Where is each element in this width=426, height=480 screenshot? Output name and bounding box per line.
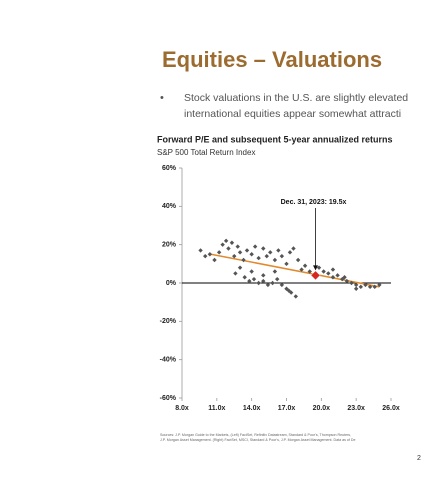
scatter-point: [335, 273, 340, 278]
y-tick-label: -60%: [160, 395, 177, 402]
scatter-point: [276, 248, 281, 253]
scatter-point: [353, 282, 359, 288]
scatter-point: [299, 267, 304, 272]
scatter-point: [353, 286, 359, 291]
arrow-head: [313, 265, 319, 271]
scatter-point: [295, 257, 301, 263]
current-point: [310, 270, 321, 281]
y-tick-label: 40%: [162, 203, 177, 210]
scatter-point: [229, 240, 235, 245]
scatter-point: [377, 282, 382, 288]
scatter-point: [247, 278, 252, 284]
x-tick-label: 23.0x: [347, 405, 365, 412]
scatter-point: [235, 244, 240, 249]
bullet-text: international equities appear somewhat a…: [184, 108, 401, 120]
scatter-point: [261, 273, 266, 278]
scatter-point: [256, 280, 261, 286]
x-tick-label: 14.0x: [243, 405, 261, 412]
scatter-point: [272, 257, 278, 263]
bullet-dot: •: [160, 92, 164, 104]
page-number: 2: [417, 455, 421, 462]
scatter-point: [233, 271, 238, 276]
scatter-point: [256, 255, 261, 261]
scatter-point: [198, 248, 203, 253]
scatter-point: [237, 265, 243, 270]
chart-title: Forward P/E and subsequent 5-year annual…: [157, 134, 393, 144]
scatter-point: [220, 242, 225, 247]
x-tick-label: 11.0x: [208, 405, 225, 412]
scatter-point: [293, 294, 298, 299]
y-tick-label: 20%: [162, 242, 177, 249]
x-tick-label: 8.0x: [175, 405, 189, 412]
scatter-point: [321, 269, 326, 274]
scatter-point: [252, 244, 258, 249]
scatter-point: [226, 246, 231, 251]
scatter-point: [265, 282, 271, 288]
annotation: Dec. 31, 2023: 19.5x: [281, 199, 347, 206]
bullet-text: Stock valuations in the U.S. are slightl…: [184, 92, 408, 104]
scatter-point: [367, 284, 373, 290]
x-tick-label: 26.0x: [382, 405, 400, 412]
scatter-point: [279, 282, 285, 288]
scatter-point: [264, 253, 269, 259]
scatter-point: [270, 280, 275, 286]
scatter-point: [307, 269, 312, 274]
scatter-point: [261, 278, 266, 284]
sources: J.P. Morgan Asset Management. (Right) Fa…: [160, 438, 356, 442]
scatter-point: [291, 246, 296, 251]
scatter-point: [349, 280, 354, 286]
scatter-point: [249, 252, 254, 257]
scatter-point: [358, 284, 364, 290]
scatter-point: [207, 252, 213, 257]
scatter-point: [330, 275, 336, 280]
scatter-point: [302, 263, 308, 268]
scatter-point: [284, 261, 289, 267]
x-tick-label: 17.0x: [278, 405, 296, 412]
y-tick-label: -20%: [160, 318, 177, 325]
scatter-point: [363, 282, 368, 288]
scatter-point: [279, 253, 285, 259]
scatter-point: [372, 284, 377, 290]
scatter-point: [237, 250, 243, 255]
x-tick-label: 20.0x: [313, 405, 331, 412]
scatter-point: [286, 288, 292, 293]
sources: Sources: J.P. Morgan Guide to the Market…: [160, 433, 351, 437]
scatter-point: [330, 267, 336, 272]
scatter-point: [251, 276, 257, 282]
chart-subtitle: S&P 500 Total Return Index: [157, 148, 255, 157]
scatter-point: [275, 276, 280, 282]
scatter-point: [344, 278, 350, 284]
scatter-point: [249, 269, 254, 274]
scatter-point: [216, 250, 222, 255]
y-tick-label: 0%: [166, 280, 177, 287]
slide-title: Equities – Valuations: [162, 47, 382, 72]
scatter-point: [203, 253, 208, 259]
scatter-point: [232, 253, 237, 259]
scatter-point: [287, 250, 293, 255]
scatter-point: [316, 265, 322, 270]
scatter-point: [342, 275, 347, 280]
scatter-point: [268, 250, 273, 255]
scatter-point: [242, 275, 247, 280]
scatter-point: [272, 269, 278, 274]
scatter-point: [241, 257, 246, 263]
scatter-point: [244, 248, 250, 253]
scatter-point: [261, 246, 266, 251]
scatter-point: [223, 238, 229, 244]
scatter-point: [212, 257, 217, 263]
y-tick-label: -40%: [160, 357, 177, 364]
scatter-point: [326, 271, 331, 276]
y-tick-label: 60%: [162, 165, 177, 172]
